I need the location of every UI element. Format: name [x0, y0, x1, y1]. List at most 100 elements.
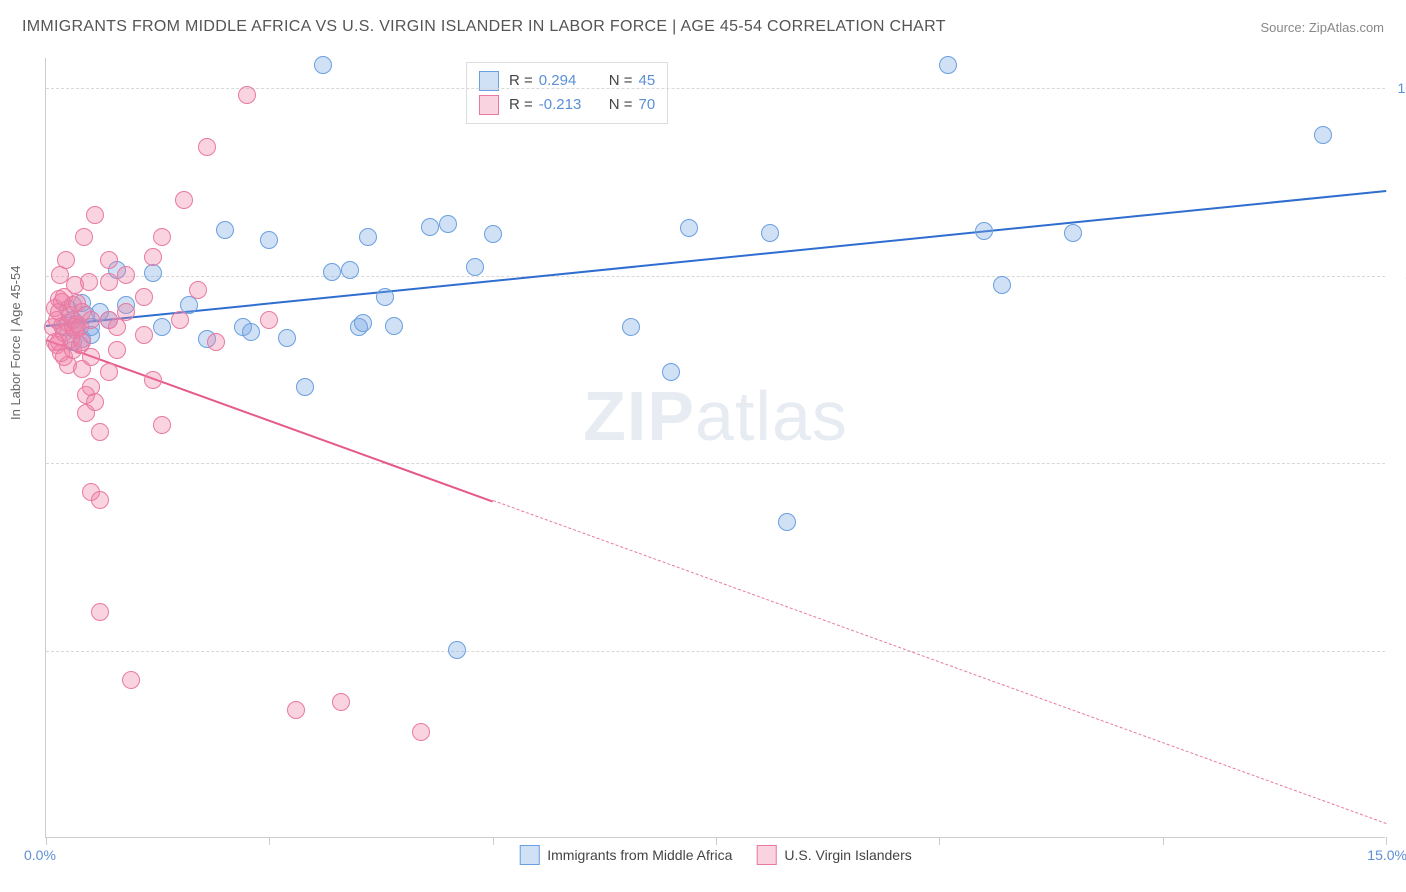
data-point [144, 248, 162, 266]
x-tick [1386, 837, 1387, 845]
data-point [761, 224, 779, 242]
data-point [1064, 224, 1082, 242]
legend-n-value: 45 [639, 69, 656, 93]
data-point [198, 138, 216, 156]
x-tick [46, 837, 47, 845]
data-point [354, 314, 372, 332]
data-point [135, 326, 153, 344]
data-point [100, 273, 118, 291]
data-point [680, 219, 698, 237]
gridline [46, 276, 1385, 277]
source-label: Source: ZipAtlas.com [1260, 20, 1384, 35]
data-point [100, 251, 118, 269]
legend-r-value: -0.213 [539, 93, 599, 117]
legend-item: Immigrants from Middle Africa [519, 845, 732, 865]
data-point [278, 329, 296, 347]
data-point [323, 263, 341, 281]
data-point [376, 288, 394, 306]
data-point [484, 225, 502, 243]
data-point [341, 261, 359, 279]
legend-row: R =-0.213 N =70 [479, 93, 655, 117]
data-point [466, 258, 484, 276]
data-point [108, 341, 126, 359]
series-legend: Immigrants from Middle Africa U.S. Virgin… [519, 845, 912, 865]
gridline [46, 651, 1385, 652]
data-point [1314, 126, 1332, 144]
data-point [260, 231, 278, 249]
data-point [91, 603, 109, 621]
data-point [207, 333, 225, 351]
y-axis-label: In Labor Force | Age 45-54 [8, 266, 23, 420]
legend-series-label: U.S. Virgin Islanders [784, 847, 911, 863]
data-point [122, 671, 140, 689]
data-point [242, 323, 260, 341]
legend-n-value: 70 [639, 93, 656, 117]
data-point [80, 273, 98, 291]
data-point [153, 416, 171, 434]
data-point [91, 491, 109, 509]
data-point [189, 281, 207, 299]
data-point [439, 215, 457, 233]
data-point [412, 723, 430, 741]
legend-r-label: R = [509, 69, 533, 93]
data-point [100, 363, 118, 381]
scatter-plot: ZIPatlas R =0.294N =45R =-0.213N =70 Imm… [45, 58, 1385, 838]
legend-row: R =0.294 N =45 [479, 69, 655, 93]
data-point [175, 191, 193, 209]
data-point [939, 56, 957, 74]
legend-item: U.S. Virgin Islanders [756, 845, 911, 865]
legend-swatch [519, 845, 539, 865]
trend-line-extrapolated [492, 500, 1386, 824]
chart-title: IMMIGRANTS FROM MIDDLE AFRICA VS U.S. VI… [22, 18, 946, 36]
watermark: ZIPatlas [583, 376, 848, 456]
data-point [82, 311, 100, 329]
x-tick [269, 837, 270, 845]
data-point [86, 206, 104, 224]
data-point [975, 222, 993, 240]
data-point [421, 218, 439, 236]
data-point [144, 264, 162, 282]
data-point [359, 228, 377, 246]
legend-n-label: N = [609, 93, 633, 117]
legend-swatch [756, 845, 776, 865]
legend-series-label: Immigrants from Middle Africa [547, 847, 732, 863]
data-point [171, 311, 189, 329]
data-point [144, 371, 162, 389]
data-point [135, 288, 153, 306]
data-point [117, 266, 135, 284]
data-point [117, 303, 135, 321]
data-point [91, 423, 109, 441]
data-point [287, 701, 305, 719]
data-point [778, 513, 796, 531]
data-point [662, 363, 680, 381]
data-point [314, 56, 332, 74]
data-point [216, 221, 234, 239]
legend-r-label: R = [509, 93, 533, 117]
legend-swatch [479, 95, 499, 115]
data-point [448, 641, 466, 659]
x-tick [1163, 837, 1164, 845]
x-tick [939, 837, 940, 845]
data-point [153, 228, 171, 246]
data-point [332, 693, 350, 711]
data-point [153, 318, 171, 336]
data-point [260, 311, 278, 329]
x-tick [493, 837, 494, 845]
legend-r-value: 0.294 [539, 69, 599, 93]
x-min-label: 0.0% [24, 847, 56, 863]
data-point [57, 251, 75, 269]
legend-n-label: N = [609, 69, 633, 93]
data-point [82, 348, 100, 366]
x-max-label: 15.0% [1367, 847, 1406, 863]
data-point [75, 228, 93, 246]
data-point [385, 317, 403, 335]
data-point [622, 318, 640, 336]
y-tick-label: 100.0% [1398, 80, 1406, 96]
data-point [86, 393, 104, 411]
data-point [238, 86, 256, 104]
trend-line [46, 190, 1386, 327]
title-bar: IMMIGRANTS FROM MIDDLE AFRICA VS U.S. VI… [22, 18, 1384, 36]
data-point [296, 378, 314, 396]
x-tick [716, 837, 717, 845]
data-point [993, 276, 1011, 294]
